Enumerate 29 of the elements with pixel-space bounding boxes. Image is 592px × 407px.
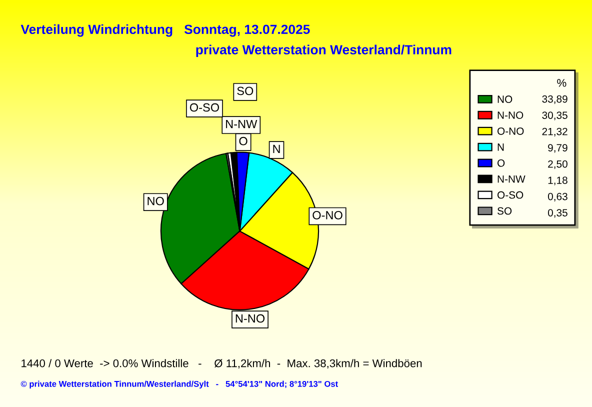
- category-label: O-SO: [190, 103, 220, 112]
- legend-label: SO: [497, 207, 512, 215]
- category-label: SO: [237, 86, 254, 96]
- slice-label: O-NO: [312, 211, 342, 220]
- slice-label: NO: [148, 196, 164, 206]
- legend-label: N: [273, 144, 280, 154]
- data-label: 9,79: [548, 144, 568, 153]
- category-label: N: [498, 144, 504, 151]
- text: © private Wetterstation Tinnum/Westerland/Sylt - 54°54'13" Nord; 8°19'13" Ost: [20, 380, 338, 388]
- data-label: 30,35: [542, 112, 568, 120]
- chart-title: Verteilung Windrichtung Sonntag, 13.07.2025: [20, 24, 310, 37]
- data-label: 1,18: [548, 176, 568, 186]
- legend-title: %: [557, 79, 566, 87]
- slice-label: O: [239, 136, 248, 146]
- legend-label: O-NO: [498, 127, 524, 135]
- slice-label: N-NO: [236, 314, 265, 323]
- data-label: 21,32: [542, 128, 568, 136]
- slice-label: N-NW: [226, 120, 258, 128]
- chart-subtitle: private Wetterstation Westerland/Tinnum: [196, 44, 452, 58]
- legend-label: O-SO: [498, 191, 524, 199]
- text: 1440 / 0 Werte -> 0.0% Windstille - Ø 11,2km/h - Max. 38,3km/h = Windböen: [22, 359, 422, 369]
- legend-label: O: [498, 159, 505, 167]
- data-label: 0,63: [548, 192, 568, 202]
- legend-label: N-NO: [498, 112, 524, 119]
- data-label: 0,35: [548, 209, 568, 218]
- data-label: 2,50: [548, 160, 568, 169]
- legend-label: NO: [498, 96, 512, 103]
- legend-label: N-NW: [498, 175, 526, 183]
- data-label: 33,89: [542, 95, 568, 104]
